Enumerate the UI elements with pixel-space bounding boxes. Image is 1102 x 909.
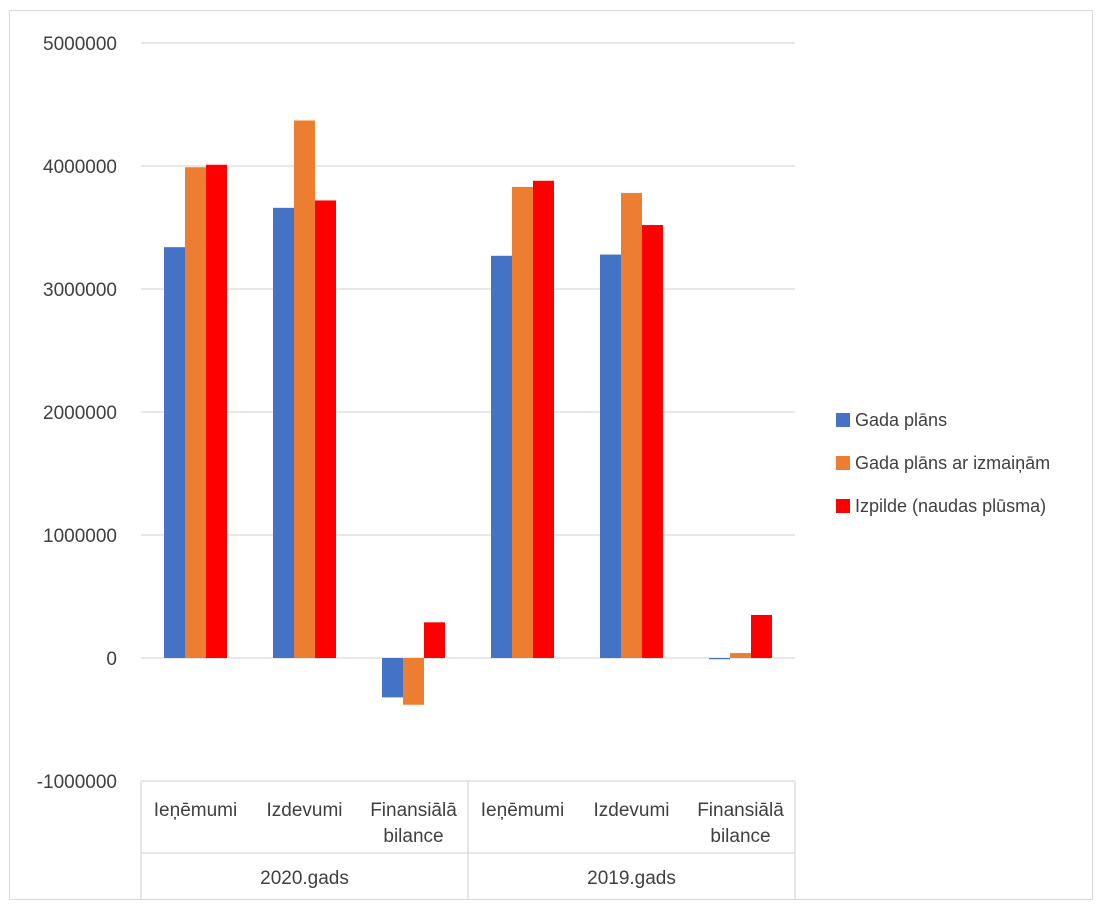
y-tick-label: -1000000 <box>37 772 117 793</box>
legend-swatch <box>836 456 850 470</box>
x-category-label: Izdevumi <box>593 800 669 821</box>
bar-series2-cat2 <box>294 120 315 659</box>
legend-label: Gada plāns ar izmaiņām <box>855 453 1050 473</box>
bar-series2-cat5 <box>621 193 642 658</box>
legend: Gada plāns Gada plāns ar izmaiņām Izpilde … <box>836 410 1050 516</box>
y-tick-label: 5000000 <box>43 34 117 55</box>
y-tick-label: 2000000 <box>43 403 117 424</box>
legend-label: Gada plāns <box>855 410 947 430</box>
bar-series3-cat2 <box>315 200 336 658</box>
legend-label: Izpilde (naudas plūsma) <box>855 496 1046 516</box>
y-axis-tick-labels: 5000000 4000000 3000000 2000000 1000000 0 -100… <box>37 34 117 793</box>
bar-series2-cat4 <box>512 186 533 658</box>
x-axis: Ieņēmumi Izdevumi Finansiālā bilance Ieņēmum… <box>140 781 796 899</box>
bar-series3-cat3 <box>424 622 445 658</box>
bar-series2-cat3 <box>403 658 424 705</box>
bar-series3-cat6 <box>751 614 772 658</box>
bar-series1-cat1 <box>164 247 185 658</box>
bar-series1-cat5 <box>600 254 621 658</box>
bar-series2-cat6 <box>730 653 751 658</box>
y-tick-label: 1000000 <box>43 526 117 547</box>
bar-series3-cat5 <box>642 225 663 659</box>
x-category-label: Ieņēmumi <box>481 800 564 821</box>
x-category-label: Finansiālā <box>697 800 784 821</box>
bar-series1-cat2 <box>273 207 294 658</box>
x-category-label: Finansiālā <box>370 800 457 821</box>
legend-swatch <box>836 413 850 427</box>
bar-series3-cat4 <box>533 180 554 658</box>
gridlines <box>141 42 795 782</box>
y-tick-label: 0 <box>106 649 117 670</box>
x-category-label: bilance <box>383 826 443 847</box>
x-group-label: 2020.gads <box>260 868 349 889</box>
bar-series1-cat3 <box>382 658 403 698</box>
x-category-label: Ieņēmumi <box>154 800 237 821</box>
y-tick-label: 4000000 <box>43 157 117 178</box>
bar-series1-cat4 <box>491 255 512 659</box>
bar-series3-cat1 <box>206 164 227 658</box>
bar-series2-cat1 <box>185 167 206 659</box>
bars <box>164 120 772 705</box>
x-group-label: 2019.gads <box>587 868 676 889</box>
x-category-label: bilance <box>710 826 770 847</box>
x-category-label: Izdevumi <box>266 800 342 821</box>
legend-swatch <box>836 499 850 513</box>
bar-series1-cat6 <box>709 658 730 660</box>
y-tick-label: 3000000 <box>43 280 117 301</box>
